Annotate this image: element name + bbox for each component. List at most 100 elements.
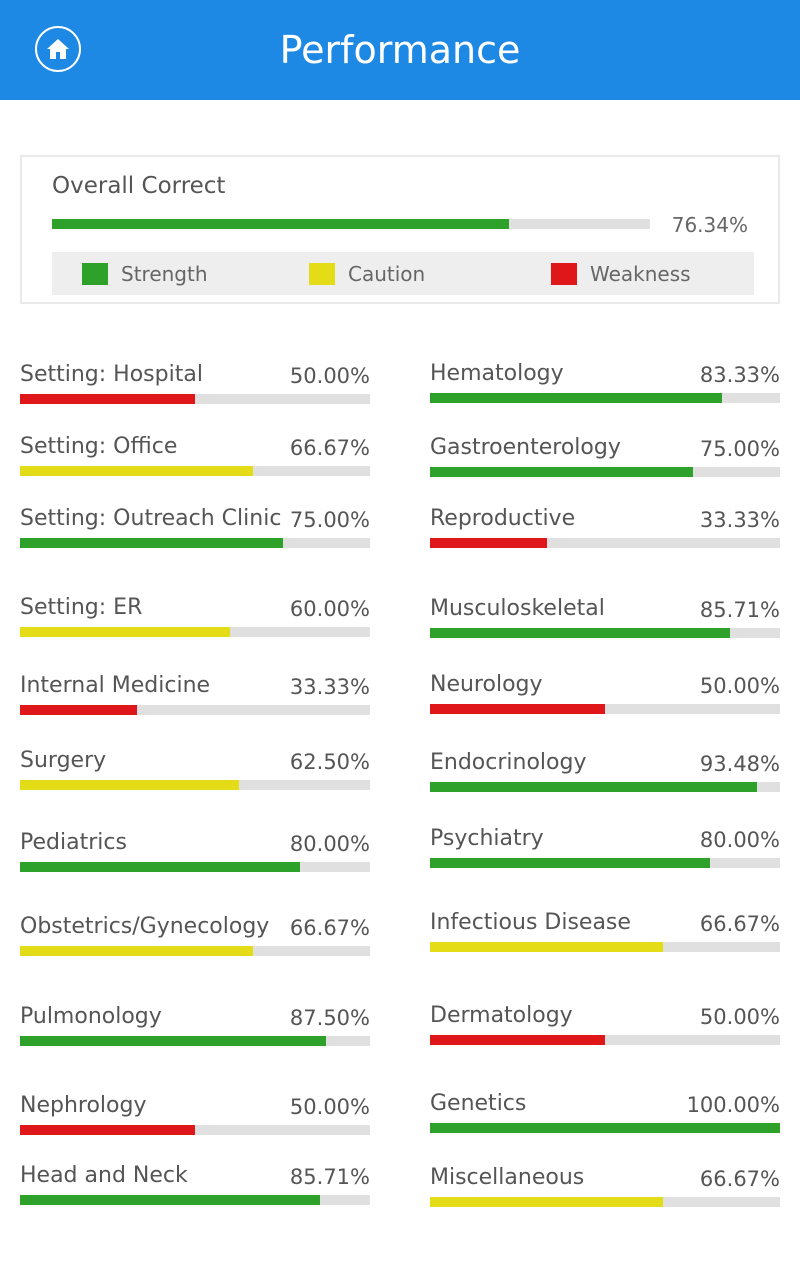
category-percent: 80.00% bbox=[699, 828, 780, 852]
category-progress-fill bbox=[430, 858, 710, 868]
category-name: Pulmonology bbox=[20, 1004, 162, 1029]
category-item[interactable]: Endocrinology 93.48% bbox=[430, 750, 780, 800]
weakness-swatch bbox=[551, 262, 577, 285]
category-name: Gastroenterology bbox=[430, 435, 621, 460]
category-progress-track bbox=[430, 942, 780, 952]
category-name: Setting: Outreach Clinic bbox=[20, 506, 282, 531]
category-name: Setting: Hospital bbox=[20, 362, 203, 387]
category-percent: 100.00% bbox=[686, 1093, 780, 1117]
overall-progress-fill bbox=[52, 219, 509, 229]
category-item[interactable]: Internal Medicine 33.33% bbox=[20, 673, 370, 723]
category-item[interactable]: Reproductive 33.33% bbox=[430, 506, 780, 556]
caution-swatch bbox=[309, 262, 335, 285]
category-percent: 87.50% bbox=[289, 1006, 370, 1030]
category-progress-fill bbox=[430, 704, 605, 714]
category-progress-track bbox=[20, 538, 370, 548]
category-progress-fill bbox=[430, 782, 758, 792]
category-item[interactable]: Gastroenterology 75.00% bbox=[430, 435, 780, 485]
category-progress-fill bbox=[20, 466, 254, 476]
category-name: Psychiatry bbox=[430, 826, 544, 851]
legend-item-strength: Strength bbox=[82, 252, 208, 295]
category-progress-track bbox=[20, 627, 370, 637]
category-progress-track bbox=[20, 705, 370, 715]
category-progress-fill bbox=[430, 1123, 780, 1133]
category-item[interactable]: Obstetrics/Gynecology 66.67% bbox=[20, 914, 370, 964]
category-progress-fill bbox=[430, 1197, 664, 1207]
category-progress-fill bbox=[430, 942, 664, 952]
category-name: Genetics bbox=[430, 1091, 527, 1116]
category-progress-track bbox=[430, 704, 780, 714]
category-name: Nephrology bbox=[20, 1093, 147, 1118]
category-item[interactable]: Infectious Disease 66.67% bbox=[430, 910, 780, 960]
legend-item-weakness: Weakness bbox=[551, 252, 691, 295]
category-progress-fill bbox=[20, 862, 300, 872]
category-percent: 50.00% bbox=[699, 674, 780, 698]
category-percent: 50.00% bbox=[289, 1095, 370, 1119]
category-item[interactable]: Musculoskeletal 85.71% bbox=[430, 596, 780, 646]
overall-progress-track bbox=[52, 219, 650, 229]
category-percent: 66.67% bbox=[289, 436, 370, 460]
category-name: Dermatology bbox=[430, 1003, 573, 1028]
category-item[interactable]: Nephrology 50.00% bbox=[20, 1093, 370, 1143]
category-progress-track bbox=[20, 780, 370, 790]
category-progress-fill bbox=[430, 628, 730, 638]
category-progress-fill bbox=[430, 467, 693, 477]
category-progress-fill bbox=[20, 705, 137, 715]
category-item[interactable]: Setting: Hospital 50.00% bbox=[20, 362, 370, 412]
category-name: Infectious Disease bbox=[430, 910, 631, 935]
category-progress-track bbox=[430, 628, 780, 638]
category-progress-track bbox=[430, 467, 780, 477]
app-header: Performance bbox=[0, 0, 800, 100]
category-progress-track bbox=[430, 1197, 780, 1207]
category-percent: 66.67% bbox=[699, 1167, 780, 1191]
category-name: Reproductive bbox=[430, 506, 576, 531]
category-percent: 83.33% bbox=[699, 363, 780, 387]
legend-label-strength: Strength bbox=[121, 261, 208, 286]
home-button[interactable] bbox=[35, 26, 81, 72]
category-item[interactable]: Setting: Outreach Clinic 75.00% bbox=[20, 506, 370, 556]
category-progress-fill bbox=[20, 946, 254, 956]
category-item[interactable]: Neurology 50.00% bbox=[430, 672, 780, 722]
legend-item-caution: Caution bbox=[309, 252, 425, 295]
category-item[interactable]: Genetics 100.00% bbox=[430, 1091, 780, 1141]
category-item[interactable]: Hematology 83.33% bbox=[430, 361, 780, 411]
category-item[interactable]: Miscellaneous 66.67% bbox=[430, 1165, 780, 1215]
category-progress-track bbox=[20, 1195, 370, 1205]
category-progress-track bbox=[430, 1123, 780, 1133]
category-progress-fill bbox=[20, 1036, 327, 1046]
category-item[interactable]: Head and Neck 85.71% bbox=[20, 1163, 370, 1213]
home-icon bbox=[47, 39, 69, 59]
category-name: Head and Neck bbox=[20, 1163, 188, 1188]
category-progress-fill bbox=[20, 780, 239, 790]
category-item[interactable]: Psychiatry 80.00% bbox=[430, 826, 780, 876]
category-item[interactable]: Pulmonology 87.50% bbox=[20, 1004, 370, 1054]
category-progress-fill bbox=[20, 627, 230, 637]
category-percent: 85.71% bbox=[699, 598, 780, 622]
category-item[interactable]: Surgery 62.50% bbox=[20, 748, 370, 798]
legend-label-caution: Caution bbox=[348, 261, 426, 286]
category-item[interactable]: Setting: Office 66.67% bbox=[20, 434, 370, 484]
category-percent: 93.48% bbox=[699, 752, 780, 776]
strength-swatch bbox=[82, 262, 108, 285]
category-item[interactable]: Pediatrics 80.00% bbox=[20, 830, 370, 880]
category-progress-track bbox=[20, 1036, 370, 1046]
category-percent: 50.00% bbox=[699, 1005, 780, 1029]
category-percent: 62.50% bbox=[289, 750, 370, 774]
category-progress-track bbox=[20, 466, 370, 476]
category-progress-fill bbox=[430, 393, 722, 403]
category-progress-track bbox=[430, 782, 780, 792]
category-name: Neurology bbox=[430, 672, 543, 697]
category-item[interactable]: Dermatology 50.00% bbox=[430, 1003, 780, 1053]
category-item[interactable]: Setting: ER 60.00% bbox=[20, 595, 370, 645]
category-progress-fill bbox=[430, 1035, 605, 1045]
category-name: Endocrinology bbox=[430, 750, 587, 775]
category-progress-track bbox=[20, 862, 370, 872]
category-progress-fill bbox=[20, 1125, 195, 1135]
overall-card: Overall Correct 76.34% Strength Caution … bbox=[20, 155, 780, 304]
overall-percent: 76.34% bbox=[671, 213, 748, 237]
category-name: Hematology bbox=[430, 361, 564, 386]
category-progress-track bbox=[430, 538, 780, 548]
legend: Strength Caution Weakness bbox=[52, 252, 754, 295]
category-name: Pediatrics bbox=[20, 830, 127, 855]
category-name: Musculoskeletal bbox=[430, 596, 605, 621]
